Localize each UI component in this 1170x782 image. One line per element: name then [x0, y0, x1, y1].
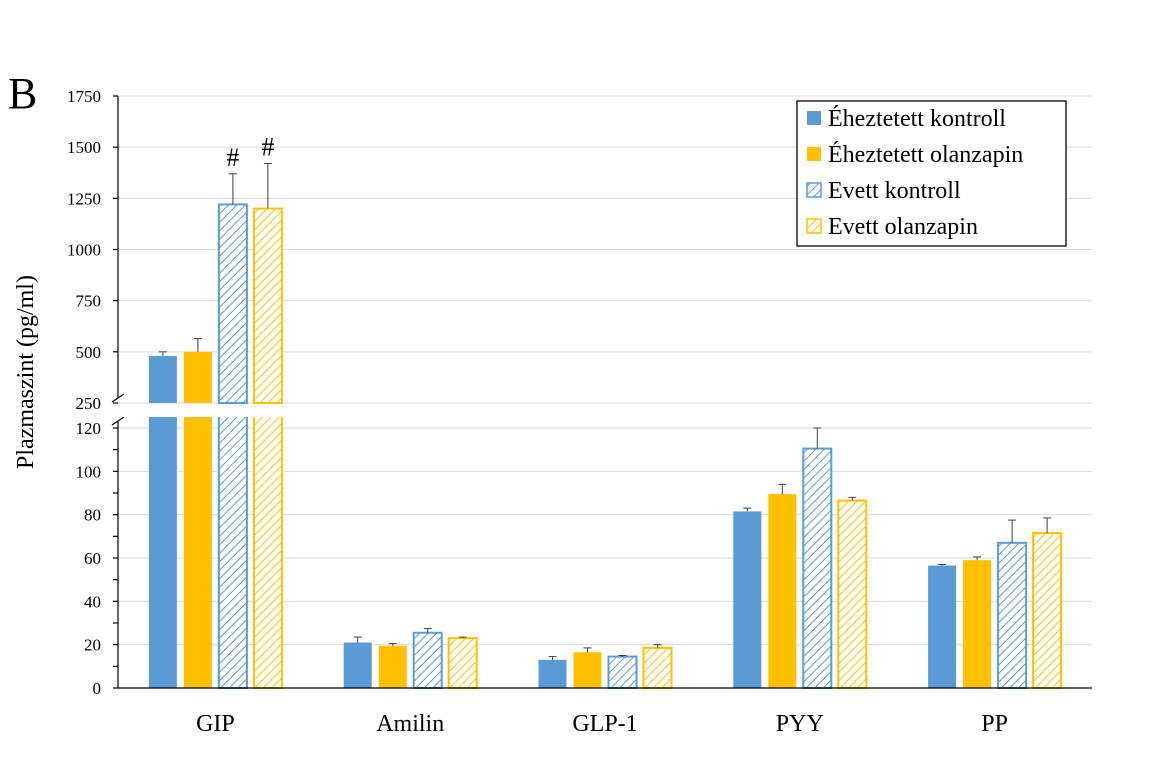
significance-marker: # [261, 133, 274, 162]
y-axis-title: Plazmaszint (pg/ml) [13, 275, 39, 469]
bar [343, 642, 372, 688]
legend-label: Evett olanzapin [828, 214, 978, 240]
bar [802, 447, 833, 690]
x-category-label: GIP [196, 711, 235, 737]
significance-marker: # [226, 143, 239, 172]
y-tick-label: 1750 [67, 87, 101, 106]
x-category-label: PYY [776, 711, 824, 737]
y-tick-label: 250 [76, 394, 102, 413]
legend-label: Éheztetett olanzapin [828, 142, 1023, 168]
axes [111, 95, 1094, 689]
y-tick-label: 1500 [67, 138, 101, 157]
bar [447, 637, 478, 690]
bar [412, 631, 443, 689]
bar [607, 655, 638, 689]
bar [997, 541, 1028, 689]
y-tick-label: 40 [84, 592, 101, 611]
error-bars [158, 163, 1052, 660]
legend-label: Evett kontroll [828, 178, 961, 204]
bar-lower-segment [252, 415, 283, 689]
bar [148, 355, 177, 403]
legend-swatch [807, 111, 821, 125]
legend: Éheztetett kontroll Éheztetett olanzapin E… [796, 100, 1067, 247]
x-category-label: Amilin [376, 711, 444, 737]
y-tick-label: 120 [76, 419, 102, 438]
y-tick-label: 0 [93, 679, 102, 698]
bar-lower-segment [217, 415, 248, 689]
y-tick-label: 750 [76, 292, 102, 311]
bar [642, 646, 673, 690]
axis-break-mark [111, 416, 125, 426]
bar-lower-segment [183, 416, 212, 688]
bars [148, 203, 1063, 690]
panel-label: B [8, 69, 37, 118]
bar [1032, 532, 1063, 689]
labels: 0 20 40 60 80 100 120 250 500 750 1000 1250 1500 1750… [67, 87, 1008, 737]
legend-swatch [806, 182, 822, 198]
bar [183, 351, 212, 403]
bar [573, 652, 602, 688]
axis-break-mark [111, 393, 125, 403]
y-tick-label: 500 [76, 343, 102, 362]
legend-swatch [806, 218, 822, 234]
y-tick-label: 20 [84, 636, 101, 655]
bar-lower-segment [148, 416, 177, 688]
bar [538, 659, 567, 688]
bar [928, 565, 957, 688]
bar [733, 511, 762, 688]
x-category-label: GLP-1 [572, 711, 637, 737]
legend-label: Éheztetett kontroll [828, 106, 1006, 132]
y-tick-label: 60 [84, 549, 101, 568]
bar [837, 499, 868, 690]
legend-box [796, 100, 1067, 247]
axis-break-gap [120, 404, 1094, 417]
bar [768, 494, 797, 688]
x-category-label: PP [981, 711, 1008, 737]
y-tick-label: 80 [84, 506, 101, 525]
bar [217, 203, 248, 404]
bar [252, 207, 283, 404]
y-tick-label: 100 [76, 462, 102, 481]
bar [963, 560, 992, 688]
legend-swatch [807, 147, 821, 161]
y-tick-label: 1250 [67, 189, 101, 208]
y-tick-label: 1000 [67, 241, 101, 260]
bar [378, 645, 407, 688]
